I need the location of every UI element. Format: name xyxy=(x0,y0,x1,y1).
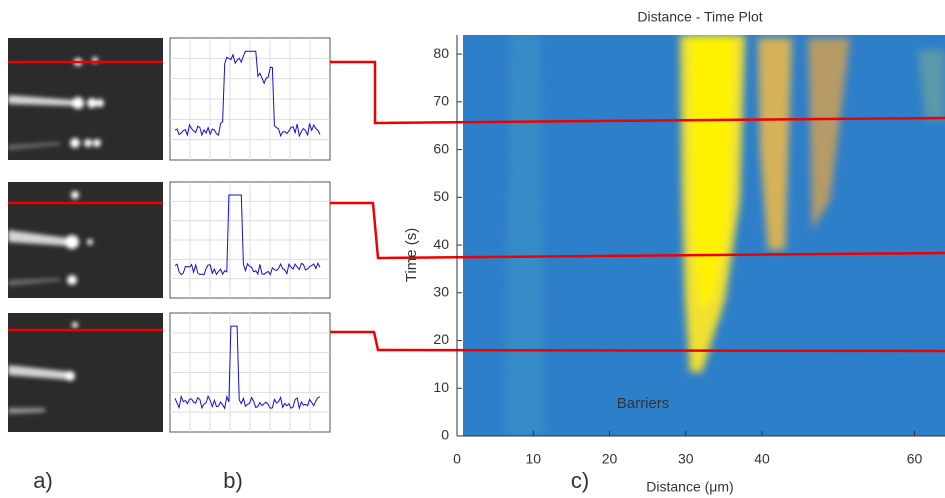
red-lines xyxy=(8,60,945,353)
y-axis-label: Time (s) xyxy=(403,228,420,282)
y-tick-label: 70 xyxy=(433,93,449,109)
x-tick-label: 20 xyxy=(602,451,618,467)
image-panels xyxy=(8,38,163,432)
profile-line xyxy=(174,194,321,276)
y-tick-label: 10 xyxy=(433,379,449,395)
x-tick-label: 40 xyxy=(754,451,770,467)
chart-title: Distance - Time Plot xyxy=(637,9,762,25)
x-axis-label: Distance (μm) xyxy=(646,479,733,495)
profile-line xyxy=(174,325,321,411)
annotation: Barriers xyxy=(617,395,670,412)
y-tick-label: 50 xyxy=(433,188,449,204)
y-tick-label: 60 xyxy=(433,140,449,156)
kymograph xyxy=(463,35,945,436)
profile-line xyxy=(174,50,321,138)
x-tick-label: 30 xyxy=(678,451,694,467)
panel-label: c) xyxy=(571,468,589,493)
x-tick-label: 0 xyxy=(453,451,461,467)
profile-plots xyxy=(169,37,331,433)
y-tick-label: 0 xyxy=(441,427,449,443)
x-tick-label: 10 xyxy=(525,451,541,467)
y-tick-label: 40 xyxy=(433,236,449,252)
y-tick-label: 80 xyxy=(433,45,449,61)
y-tick-label: 30 xyxy=(433,283,449,299)
panel-label: b) xyxy=(223,468,243,493)
panel-label: a) xyxy=(33,468,53,493)
y-tick-label: 20 xyxy=(433,331,449,347)
x-tick-label: 60 xyxy=(907,451,923,467)
